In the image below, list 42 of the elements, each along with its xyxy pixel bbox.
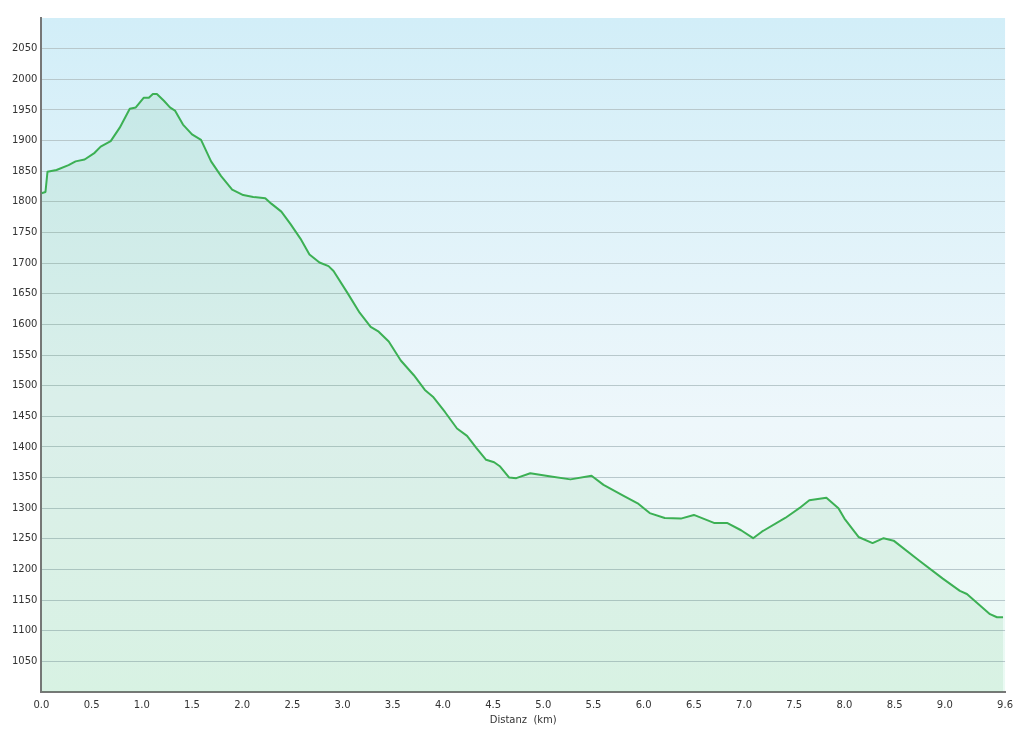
y-tick-label: 1600 bbox=[12, 317, 38, 329]
y-tick-label: 1800 bbox=[12, 195, 38, 207]
x-tick-label: 8.0 bbox=[836, 698, 853, 710]
y-tick-label: 2050 bbox=[12, 42, 38, 54]
x-tick-label: 0.5 bbox=[83, 698, 100, 710]
x-tick-label: 8.5 bbox=[886, 698, 903, 710]
y-tick-label: 1250 bbox=[12, 532, 38, 544]
x-tick-label: 5.0 bbox=[535, 698, 552, 710]
y-tick-label: 1200 bbox=[12, 563, 38, 575]
y-tick-label: 1500 bbox=[12, 379, 38, 391]
x-axis-title: Distanz (km) bbox=[489, 713, 557, 725]
x-tick-label: 0.0 bbox=[33, 698, 50, 710]
x-tick-label: 1.5 bbox=[184, 698, 200, 710]
y-tick-label: 1900 bbox=[12, 134, 38, 146]
x-tick-label: 4.0 bbox=[435, 698, 451, 710]
x-tick-label: 9.0 bbox=[936, 698, 953, 710]
x-tick-label: 6.5 bbox=[685, 698, 702, 710]
y-tick-label: 1350 bbox=[12, 471, 38, 483]
x-tick-label: 3.5 bbox=[384, 698, 401, 710]
y-tick-label: 1950 bbox=[12, 103, 38, 115]
y-tick-label: 1300 bbox=[12, 501, 38, 513]
x-tick-label: 3.0 bbox=[334, 698, 351, 710]
y-tick-label: 1850 bbox=[12, 164, 38, 176]
x-tick-label: 9.6 bbox=[997, 698, 1013, 710]
y-tick-label: 1100 bbox=[12, 624, 38, 636]
x-tick-label: 5.5 bbox=[585, 698, 602, 710]
x-tick-label: 1.0 bbox=[133, 698, 150, 710]
x-tick-label: 4.5 bbox=[485, 698, 502, 710]
y-tick-label: 1150 bbox=[12, 593, 38, 605]
y-tick-label: 1400 bbox=[12, 440, 38, 452]
y-tick-label: 1550 bbox=[12, 348, 38, 360]
y-tick-label: 1650 bbox=[12, 287, 38, 299]
x-tick-label: 6.0 bbox=[635, 698, 652, 710]
y-tick-label: 1050 bbox=[12, 654, 38, 666]
x-tick-label: 7.0 bbox=[736, 698, 753, 710]
x-tick-label: 2.0 bbox=[234, 698, 251, 710]
y-tick-label: 1750 bbox=[12, 226, 38, 238]
x-tick-label: 2.5 bbox=[284, 698, 301, 710]
y-tick-label: 1450 bbox=[12, 409, 38, 421]
y-tick-label: 1700 bbox=[12, 256, 38, 268]
x-tick-label: 7.5 bbox=[786, 698, 803, 710]
y-tick-label: 2000 bbox=[12, 72, 38, 84]
